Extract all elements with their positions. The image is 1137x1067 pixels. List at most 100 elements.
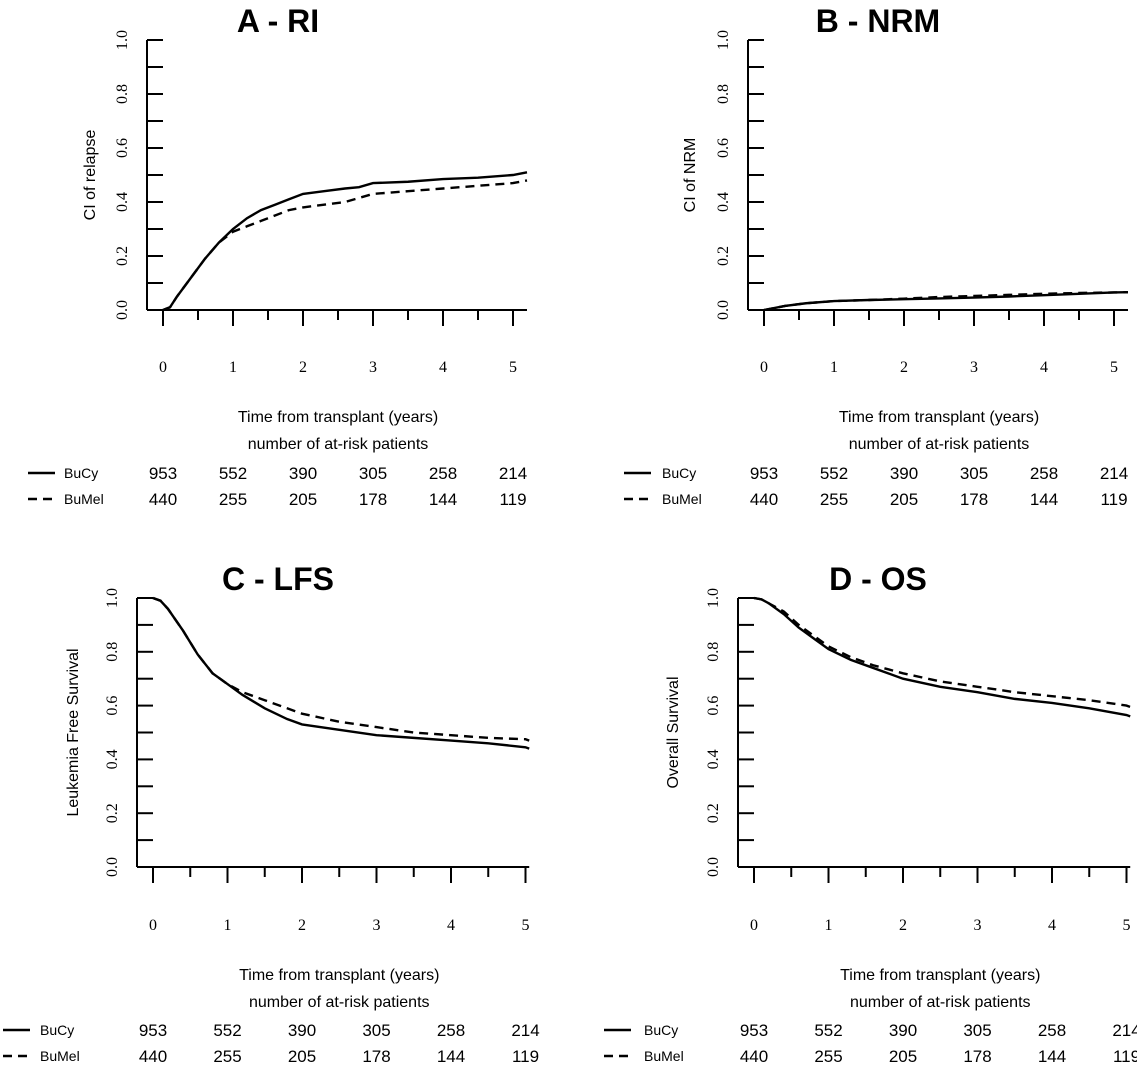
- y-tick-label: 0.0: [114, 300, 131, 320]
- at-risk-count: 205: [289, 490, 317, 509]
- y-tick-label: 0.6: [114, 138, 131, 158]
- y-tick-label: 0.8: [104, 642, 121, 662]
- at-risk-count: 305: [963, 1021, 991, 1040]
- at-risk-count: 205: [288, 1047, 316, 1066]
- at-risk-count: 258: [429, 464, 457, 483]
- at-risk-count: 214: [1112, 1021, 1137, 1040]
- x-tick-label: 2: [298, 917, 306, 934]
- at-risk-title: number of at-risk patients: [248, 436, 429, 453]
- legend-bucy-label: BuCy: [644, 1022, 678, 1038]
- y-tick-label: 1.0: [715, 30, 732, 50]
- legend-bucy-label: BuCy: [64, 465, 98, 481]
- at-risk-count: 305: [359, 464, 387, 483]
- y-tick-label: 0.6: [705, 696, 722, 716]
- legend-bumel-label: BuMel: [64, 491, 104, 507]
- x-tick-label: 0: [159, 359, 167, 376]
- at-risk-count: 552: [820, 464, 848, 483]
- panel-title: D - OS: [829, 561, 927, 597]
- at-risk-count: 258: [437, 1021, 465, 1040]
- at-risk-count: 953: [149, 464, 177, 483]
- y-tick-label: 0.6: [715, 138, 732, 158]
- at-risk-count: 390: [889, 1021, 917, 1040]
- at-risk-count: 178: [960, 490, 988, 509]
- x-tick-label: 0: [149, 917, 157, 934]
- at-risk-count: 390: [890, 464, 918, 483]
- at-risk-count: 440: [139, 1047, 167, 1066]
- x-tick-label: 2: [299, 359, 307, 376]
- at-risk-count: 178: [362, 1047, 390, 1066]
- x-tick-label: 5: [522, 917, 530, 934]
- at-risk-title: number of at-risk patients: [850, 994, 1031, 1011]
- at-risk-count: 440: [149, 490, 177, 509]
- series-bucy-line: [152, 596, 530, 750]
- at-risk-count: 144: [437, 1047, 465, 1066]
- y-axis-label: Leukemia Free Survival: [65, 648, 82, 816]
- at-risk-count: 552: [213, 1021, 241, 1040]
- x-tick-label: 0: [760, 359, 768, 376]
- panel-title: C - LFS: [222, 561, 334, 597]
- at-risk-count: 305: [960, 464, 988, 483]
- x-tick-label: 1: [830, 359, 838, 376]
- y-tick-label: 0.0: [715, 300, 732, 320]
- at-risk-count: 390: [289, 464, 317, 483]
- x-tick-label: 2: [900, 359, 908, 376]
- y-tick-label: 0.4: [715, 192, 732, 212]
- at-risk-count: 953: [740, 1021, 768, 1040]
- y-tick-label: 0.4: [114, 192, 131, 212]
- y-tick-label: 0.8: [705, 642, 722, 662]
- x-tick-label: 4: [1048, 917, 1056, 934]
- x-tick-label: 1: [825, 917, 833, 934]
- legend-bumel-label: BuMel: [662, 491, 702, 507]
- x-tick-label: 4: [439, 359, 447, 376]
- y-tick-label: 0.2: [715, 246, 732, 266]
- y-tick-label: 0.0: [104, 857, 121, 877]
- at-risk-count: 390: [288, 1021, 316, 1040]
- y-tick-label: 0.8: [114, 84, 131, 104]
- at-risk-count: 552: [814, 1021, 842, 1040]
- panel-title: A - RI: [237, 3, 319, 39]
- y-tick-label: 1.0: [705, 588, 722, 608]
- at-risk-count: 255: [814, 1047, 842, 1066]
- y-tick-label: 0.4: [705, 749, 722, 769]
- panel-2: B - NRM 0.0 0.2 0.4 0.6 0.8 1.0 CI of NRM 0 1 2 3 4 5…: [624, 3, 1128, 509]
- y-axis-label: CI of NRM: [682, 138, 699, 213]
- series-bumel-line: [753, 596, 1131, 709]
- at-risk-title: number of at-risk patients: [249, 994, 430, 1011]
- x-tick-label: 5: [1110, 359, 1118, 376]
- y-tick-label: 0.2: [114, 246, 131, 266]
- x-tick-label: 4: [447, 917, 455, 934]
- series-bumel-line: [152, 596, 530, 742]
- y-tick-label: 0.2: [104, 803, 121, 823]
- at-risk-count: 119: [499, 490, 526, 509]
- x-tick-label: 3: [369, 359, 377, 376]
- y-axis-label: CI of relapse: [82, 130, 99, 221]
- at-risk-count: 214: [499, 464, 527, 483]
- at-risk-count: 119: [512, 1047, 539, 1066]
- legend-bucy-label: BuCy: [40, 1022, 74, 1038]
- x-axis-label: Time from transplant (years): [839, 409, 1039, 426]
- at-risk-count: 440: [750, 490, 778, 509]
- series-bumel-line: [162, 179, 528, 312]
- legend-bumel-label: BuMel: [40, 1048, 80, 1064]
- x-tick-label: 3: [373, 917, 381, 934]
- series-bucy-line: [753, 596, 1131, 718]
- at-risk-count: 255: [820, 490, 848, 509]
- series-bucy-line: [763, 290, 1129, 312]
- y-tick-label: 0.2: [705, 803, 722, 823]
- at-risk-count: 205: [889, 1047, 917, 1066]
- x-tick-label: 3: [970, 359, 978, 376]
- at-risk-count: 205: [890, 490, 918, 509]
- at-risk-count: 178: [359, 490, 387, 509]
- x-tick-label: 1: [229, 359, 237, 376]
- panel-title: B - NRM: [816, 3, 940, 39]
- x-tick-label: 2: [899, 917, 907, 934]
- at-risk-count: 214: [1100, 464, 1128, 483]
- at-risk-count: 440: [740, 1047, 768, 1066]
- at-risk-count: 178: [963, 1047, 991, 1066]
- x-tick-label: 3: [974, 917, 982, 934]
- at-risk-count: 144: [1038, 1047, 1066, 1066]
- at-risk-count: 144: [1030, 490, 1058, 509]
- panel-3: C - LFS 0.0 0.2 0.4 0.6 0.8 1.0 Leukemia Free S…: [3, 561, 540, 1066]
- at-risk-count: 305: [362, 1021, 390, 1040]
